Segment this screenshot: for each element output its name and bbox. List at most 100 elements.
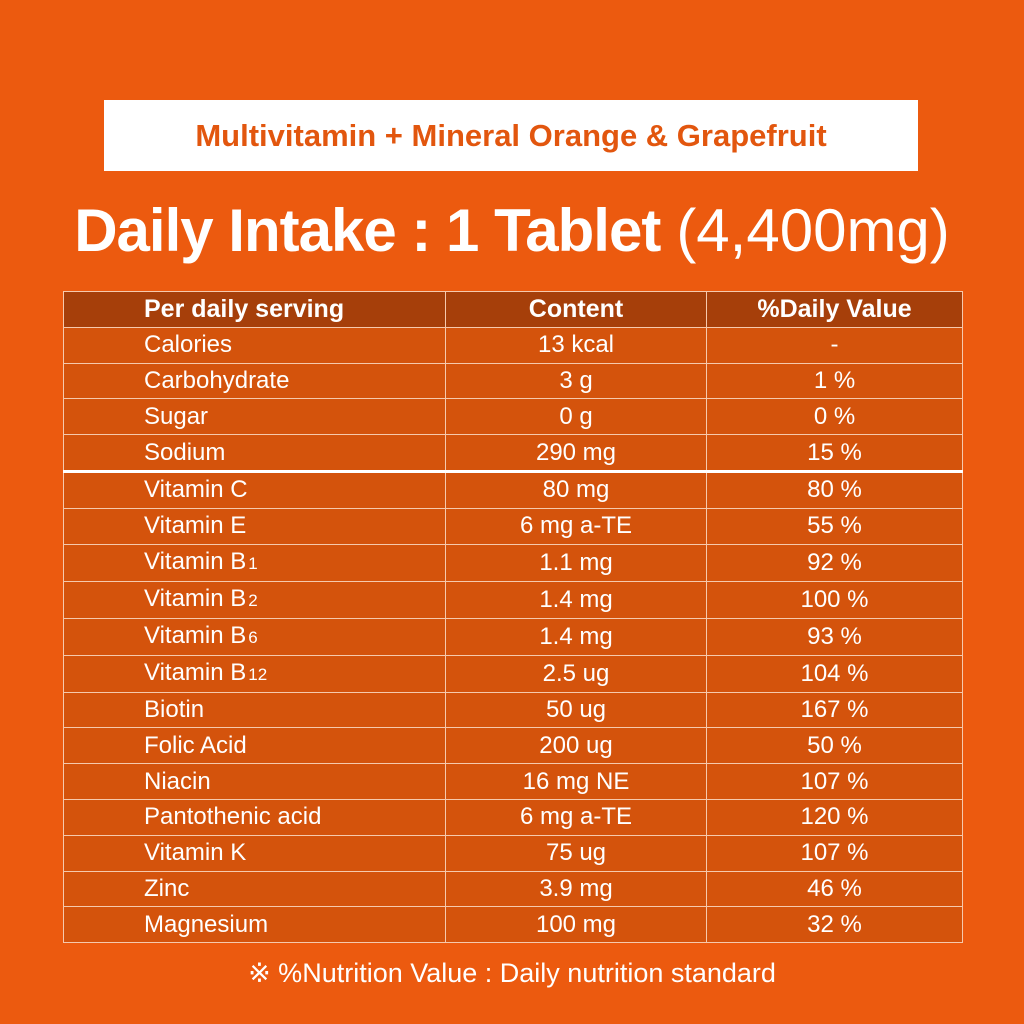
nutrient-label: Vitamin B xyxy=(144,584,247,612)
nutrient-daily-value: 167 % xyxy=(706,691,963,729)
nutrient-label: Vitamin B xyxy=(144,547,247,575)
nutrient-label: Vitamin E xyxy=(144,512,247,540)
table-row: Vitamin B 2 1.4 mg 100 % xyxy=(63,580,963,619)
nutrient-daily-value: 50 % xyxy=(706,727,963,765)
nutrient-content: 6 mg a-TE xyxy=(445,507,707,545)
header-serving: Per daily serving xyxy=(63,291,446,328)
nutrient-daily-value: 107 % xyxy=(706,763,963,800)
nutrient-content: 80 mg xyxy=(445,469,707,509)
nutrient-subscript: 1 xyxy=(248,553,258,573)
table-row: Vitamin B 6 1.4 mg 93 % xyxy=(63,617,963,656)
nutrient-content: 1.1 mg xyxy=(445,543,707,582)
table-row: Vitamin B 1 1.1 mg 92 % xyxy=(63,543,963,582)
nutrient-name: Magnesium xyxy=(63,906,446,944)
nutrient-daily-value: 32 % xyxy=(706,906,963,944)
nutrient-content: 1.4 mg xyxy=(445,617,707,656)
nutrient-content: 1.4 mg xyxy=(445,580,707,619)
nutrient-daily-value: 80 % xyxy=(706,469,963,509)
nutrient-daily-value: 93 % xyxy=(706,617,963,656)
nutrient-content: 100 mg xyxy=(445,906,707,944)
nutrient-label: Zinc xyxy=(144,874,190,902)
nutrient-content: 50 ug xyxy=(445,691,707,729)
header-daily-value: %Daily Value xyxy=(706,291,963,328)
nutrient-content: 290 mg xyxy=(445,434,707,472)
table-row: Vitamin B 12 2.5 ug 104 % xyxy=(63,654,963,693)
product-title-box: Multivitamin + Mineral Orange & Grapefru… xyxy=(104,100,918,171)
nutrient-daily-value: 104 % xyxy=(706,654,963,693)
nutrient-subscript: 6 xyxy=(248,627,258,647)
nutrient-label: Magnesium xyxy=(144,910,269,938)
nutrient-content: 3 g xyxy=(445,362,707,400)
nutrient-label: Sugar xyxy=(144,402,209,430)
table-row: Magnesium 100 mg 32 % xyxy=(63,906,963,944)
table-row: Pantothenic acid 6 mg a-TE 120 % xyxy=(63,798,963,836)
nutrient-daily-value: 100 % xyxy=(706,580,963,619)
nutrient-name: Carbohydrate xyxy=(63,362,446,400)
nutrition-table: Per daily serving Content %Daily Value C… xyxy=(63,291,963,944)
table-row: Folic Acid 200 ug 50 % xyxy=(63,727,963,765)
table-row: Biotin 50 ug 167 % xyxy=(63,691,963,729)
daily-intake-bold: Daily Intake : 1 Tablet xyxy=(74,197,661,264)
nutrient-content: 6 mg a-TE xyxy=(445,798,707,836)
nutrient-content: 2.5 ug xyxy=(445,654,707,693)
nutrient-name: Pantothenic acid xyxy=(63,798,446,836)
table-row: Zinc 3.9 mg 46 % xyxy=(63,870,963,908)
daily-intake-weight: (4,400mg) xyxy=(676,197,950,264)
nutrient-daily-value: 15 % xyxy=(706,434,963,472)
nutrient-subscript: 12 xyxy=(248,664,268,684)
footnote: ※ %Nutrition Value : Daily nutrition sta… xyxy=(248,958,776,988)
nutrient-label: Biotin xyxy=(144,695,205,723)
nutrient-name: Vitamin K xyxy=(63,834,446,872)
nutrient-content: 0 g xyxy=(445,398,707,436)
nutrient-name: Vitamin C xyxy=(63,469,446,509)
nutrient-content: 75 ug xyxy=(445,834,707,872)
nutrient-content: 3.9 mg xyxy=(445,870,707,908)
nutrient-name: Zinc xyxy=(63,870,446,908)
nutrient-daily-value: - xyxy=(706,326,963,364)
nutrient-daily-value: 107 % xyxy=(706,834,963,872)
nutrient-label: Vitamin C xyxy=(144,476,248,504)
nutrient-label: Folic Acid xyxy=(144,731,247,759)
nutrient-name: Folic Acid xyxy=(63,727,446,765)
nutrient-label: Vitamin B xyxy=(144,658,247,686)
table-row: Vitamin E 6 mg a-TE 55 % xyxy=(63,507,963,545)
table-row: Niacin 16 mg NE 107 % xyxy=(63,763,963,800)
table-row: Sodium 290 mg 15 % xyxy=(63,434,963,472)
nutrient-name: Vitamin E xyxy=(63,507,446,545)
nutrient-label: Sodium xyxy=(144,438,226,466)
nutrient-daily-value: 0 % xyxy=(706,398,963,436)
nutrient-content: 13 kcal xyxy=(445,326,707,364)
nutrient-label: Carbohydrate xyxy=(144,366,290,394)
product-title: Multivitamin + Mineral Orange & Grapefru… xyxy=(195,117,827,153)
nutrient-label: Pantothenic acid xyxy=(144,803,322,831)
nutrient-daily-value: 55 % xyxy=(706,507,963,545)
nutrient-name: Sugar xyxy=(63,398,446,436)
nutrient-name: Biotin xyxy=(63,691,446,729)
table-row: Calories 13 kcal - xyxy=(63,326,963,364)
nutrient-daily-value: 92 % xyxy=(706,543,963,582)
nutrient-name: Niacin xyxy=(63,763,446,800)
nutrient-name: Vitamin B 12 xyxy=(63,654,446,693)
nutrient-name: Sodium xyxy=(63,434,446,472)
nutrient-subscript: 2 xyxy=(248,590,258,610)
table-row: Vitamin K 75 ug 107 % xyxy=(63,834,963,872)
nutrient-label: Calories xyxy=(144,331,233,359)
nutrient-label: Vitamin K xyxy=(144,839,247,867)
nutrient-daily-value: 46 % xyxy=(706,870,963,908)
nutrient-label: Vitamin B xyxy=(144,621,247,649)
daily-intake-heading: Daily Intake : 1 Tablet (4,400mg) xyxy=(0,196,1024,276)
table-row: Vitamin C 80 mg 80 % xyxy=(63,469,963,509)
nutrient-content: 16 mg NE xyxy=(445,763,707,800)
nutrient-daily-value: 120 % xyxy=(706,798,963,836)
nutrient-content: 200 ug xyxy=(445,727,707,765)
nutrient-name: Calories xyxy=(63,326,446,364)
nutrient-daily-value: 1 % xyxy=(706,362,963,400)
header-content: Content xyxy=(445,291,707,328)
table-header-row: Per daily serving Content %Daily Value xyxy=(63,291,963,328)
nutrient-label: Niacin xyxy=(144,767,211,795)
